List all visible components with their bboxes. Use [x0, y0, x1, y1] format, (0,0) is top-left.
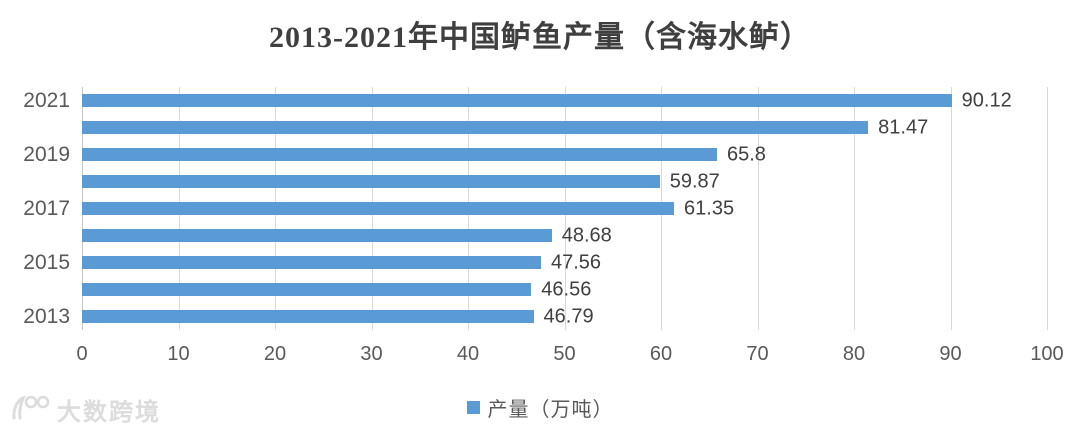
bar-row-2016: 48.68: [82, 222, 1047, 249]
data-label-2020: 81.47: [878, 116, 929, 138]
data-label-2019: 65.8: [726, 143, 766, 165]
data-label-2016: 48.68: [561, 224, 612, 246]
y-tick-label-2021: 2021: [23, 88, 70, 112]
data-label-2018: 59.87: [669, 170, 720, 192]
x-tick-label-80: 80: [842, 343, 866, 365]
data-label-2013: 46.79: [543, 305, 594, 327]
bar-row-2017: 61.35: [82, 195, 1047, 222]
bar-2020: [82, 121, 869, 134]
data-label-2014: 46.56: [541, 278, 592, 300]
bar-row-2018: 59.87: [82, 168, 1047, 195]
watermark-text: 大数跨境: [57, 399, 161, 426]
bar-row-2020: 81.47: [82, 114, 1047, 141]
legend: 产量（万吨）: [0, 393, 1080, 422]
data-label-2021: 90.12: [961, 89, 1012, 111]
y-tick-label-2015: 2015: [23, 250, 70, 274]
bar-2015: [82, 256, 541, 269]
x-tick-label-90: 90: [939, 343, 962, 365]
x-tick-label-0: 0: [76, 343, 88, 365]
bar-row-2021: 90.12: [82, 87, 1047, 114]
gridline: [854, 87, 855, 330]
data-label-2015: 47.56: [550, 251, 602, 273]
gridline: [757, 87, 759, 330]
y-tick-label-2013: 2013: [23, 304, 70, 328]
bar-2018: [82, 175, 660, 188]
y-tick-label-2017: 2017: [23, 196, 70, 220]
legend-swatch-icon: [466, 401, 480, 414]
gridline: [950, 87, 952, 330]
bar-row-2019: 65.8: [82, 141, 1047, 168]
x-tick-label-40: 40: [456, 343, 480, 365]
bar-row-2015: 47.56: [82, 249, 1047, 276]
bar-2014: [82, 283, 532, 296]
gridline: [1047, 87, 1048, 330]
chart-title: 2013-2021年中国鲈鱼产量（含海水鲈）: [269, 21, 811, 54]
y-tick-label-2019: 2019: [23, 142, 70, 166]
bar-row-2014: 46.56: [82, 276, 1047, 303]
bar-2019: [82, 148, 717, 161]
bar-2013: [82, 310, 534, 323]
bar-2021: [82, 94, 952, 107]
legend-label: 产量（万吨）: [487, 399, 614, 421]
x-tick-label-70: 70: [746, 343, 769, 365]
x-tick-label-20: 20: [263, 343, 287, 365]
plot-area: 90.12 81.47 65.8 59.87 61.35 48.68 47.56 46.56 4…: [82, 87, 1048, 330]
watermark-logo-icon: [8, 392, 52, 427]
bar-2017: [82, 202, 675, 215]
watermark: 大数跨境: [8, 392, 161, 427]
bar-row-2013: 46.79: [82, 303, 1047, 330]
x-tick-label-30: 30: [360, 343, 383, 365]
x-tick-label-10: 10: [167, 343, 190, 365]
x-tick-label-100: 100: [1030, 343, 1064, 365]
bar-2016: [82, 229, 552, 242]
data-label-2017: 61.35: [684, 197, 735, 219]
x-tick-label-50: 50: [553, 343, 576, 365]
x-tick-label-60: 60: [649, 343, 673, 365]
